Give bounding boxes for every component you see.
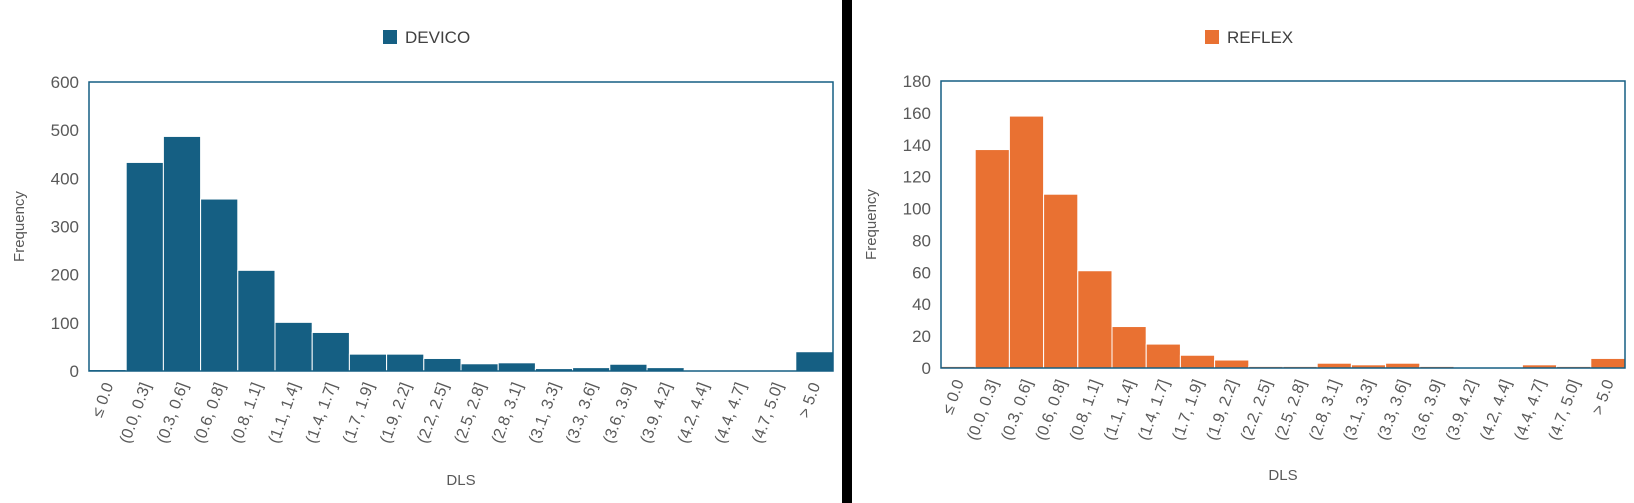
chart-panel-reflex: REFLEX 0 20 40 60 80 100 120 140 160 180 ≤ 0.0 (0.0,… bbox=[852, 0, 1634, 503]
legend-label: REFLEX bbox=[1227, 28, 1293, 47]
histogram-reflex: REFLEX 0 20 40 60 80 100 120 140 160 180 ≤ 0.0(0.0,… bbox=[863, 28, 1626, 484]
x-tick-label: (1.9, 2.2] bbox=[1204, 378, 1242, 443]
y-tick-label: 140 bbox=[903, 136, 931, 155]
x-tick-label: (4.2, 4.4] bbox=[675, 381, 713, 446]
x-tick-label: (1.9, 2.2] bbox=[377, 381, 415, 446]
x-tick-label: (3.1, 3.3] bbox=[1341, 378, 1379, 443]
y-axis-title: Frequency bbox=[11, 191, 28, 262]
plot-area-border bbox=[88, 81, 834, 372]
bar bbox=[423, 357, 462, 372]
y-tick-label: 120 bbox=[903, 168, 931, 187]
x-tick-label: (0.0, 0.3] bbox=[117, 381, 155, 446]
x-tick-label: (2.2, 2.5] bbox=[415, 381, 453, 446]
y-tick-label: 400 bbox=[51, 169, 79, 188]
x-tick-label: (2.8, 3.1] bbox=[1306, 378, 1344, 443]
y-tick-label: 100 bbox=[51, 314, 79, 333]
x-tick-label: (1.1, 1.4] bbox=[1101, 378, 1139, 443]
bar bbox=[311, 331, 350, 372]
x-tick-label: (3.1, 3.3] bbox=[526, 381, 564, 446]
x-tick-label: (4.4, 4.7] bbox=[1512, 378, 1550, 443]
y-axis-title: Frequency bbox=[863, 189, 880, 260]
y-tick-label: 60 bbox=[912, 263, 931, 282]
x-tick-label: ≤ 0.0 bbox=[940, 377, 968, 416]
y-tick-label: 500 bbox=[51, 121, 79, 140]
legend-swatch bbox=[1205, 30, 1219, 44]
y-tick-label: 160 bbox=[903, 104, 931, 123]
y-tick-label: 0 bbox=[70, 362, 79, 381]
plot-area-border bbox=[940, 80, 1626, 369]
x-tick-label: (4.7, 5.0] bbox=[1546, 378, 1584, 443]
bar bbox=[200, 198, 239, 372]
legend-label: DEVICO bbox=[405, 28, 470, 47]
x-tick-label: (3.6, 3.9] bbox=[601, 381, 639, 446]
bar bbox=[974, 149, 1010, 369]
x-axis-title: DLS bbox=[1268, 467, 1297, 484]
y-tick-label: 300 bbox=[51, 218, 79, 237]
x-tick-label: > 5.0 bbox=[1589, 377, 1617, 417]
bar bbox=[497, 362, 536, 372]
y-tick-label: 600 bbox=[51, 73, 79, 92]
x-tick-label: (1.1, 1.4] bbox=[266, 381, 304, 446]
bar bbox=[1590, 357, 1626, 369]
x-tick-label: (0.0, 0.3] bbox=[964, 378, 1002, 443]
bar bbox=[1111, 326, 1147, 369]
legend-swatch bbox=[383, 30, 397, 44]
x-tick-label: (4.7, 5.0] bbox=[749, 381, 787, 446]
y-tick-label: 80 bbox=[912, 231, 931, 250]
histogram-devico: DEVICO 0 100 200 300 400 500 600 ≤ 0.0 (0.0, 0.3]… bbox=[11, 28, 834, 489]
bar bbox=[348, 353, 388, 372]
x-tick-label: (0.3, 0.6] bbox=[154, 381, 192, 446]
bar bbox=[1179, 354, 1216, 369]
x-tick-label: (2.5, 2.8] bbox=[452, 381, 490, 446]
bar bbox=[1077, 270, 1113, 369]
x-tick-label: (3.3, 3.6] bbox=[563, 381, 601, 446]
y-tick-label: 0 bbox=[922, 359, 931, 378]
x-axis-title: DLS bbox=[446, 472, 475, 489]
bar bbox=[274, 321, 313, 372]
bar bbox=[237, 269, 276, 372]
y-tick-label: 180 bbox=[903, 72, 931, 91]
chart-panel-devico: DEVICO 0 100 200 300 400 500 600 ≤ 0.0 (0.0, 0.3]… bbox=[0, 0, 842, 503]
x-tick-label: (3.9, 4.2] bbox=[1443, 378, 1481, 443]
x-tick-label: (4.2, 4.4] bbox=[1477, 378, 1515, 443]
x-tick-label: (0.6, 0.8] bbox=[191, 381, 229, 446]
bar bbox=[1214, 359, 1250, 369]
x-tick-label: (0.8, 1.1] bbox=[1067, 378, 1105, 443]
y-tick-label: 20 bbox=[912, 327, 931, 346]
x-tick-label: (4.4, 4.7] bbox=[712, 381, 750, 446]
x-tick-label: (1.7, 1.9] bbox=[340, 381, 378, 446]
bar bbox=[386, 353, 425, 372]
y-tick-label: 40 bbox=[912, 295, 931, 314]
y-tick-label: 100 bbox=[903, 200, 931, 219]
bar bbox=[162, 135, 202, 372]
x-tick-label: (0.8, 1.1] bbox=[229, 381, 267, 446]
bar bbox=[1145, 343, 1181, 369]
bar bbox=[609, 363, 648, 372]
bar bbox=[125, 161, 164, 372]
x-tick-label: (1.7, 1.9] bbox=[1170, 378, 1208, 443]
bar bbox=[1043, 193, 1079, 369]
x-tick-label: > 5.0 bbox=[796, 380, 824, 420]
x-tick-label: (0.3, 0.6] bbox=[999, 378, 1037, 443]
x-tick-label: (1.4, 1.7] bbox=[1135, 378, 1173, 443]
x-tick-label: (2.5, 2.8] bbox=[1272, 378, 1310, 443]
x-tick-label: (3.9, 4.2] bbox=[638, 381, 676, 446]
x-tick-label: ≤ 0.0 bbox=[89, 380, 117, 419]
bar bbox=[1008, 115, 1045, 369]
x-tick-label: (2.2, 2.5] bbox=[1238, 378, 1276, 443]
x-tick-label: (3.6, 3.9] bbox=[1409, 378, 1447, 443]
x-tick-label: (3.3, 3.6] bbox=[1375, 378, 1413, 443]
x-tick-label: (0.6, 0.8] bbox=[1033, 378, 1071, 443]
bar bbox=[795, 351, 834, 372]
bar bbox=[460, 363, 499, 372]
x-tick-label: (2.8, 3.1] bbox=[489, 381, 527, 446]
x-tick-label: (1.4, 1.7] bbox=[303, 381, 341, 446]
y-tick-label: 200 bbox=[51, 266, 79, 285]
